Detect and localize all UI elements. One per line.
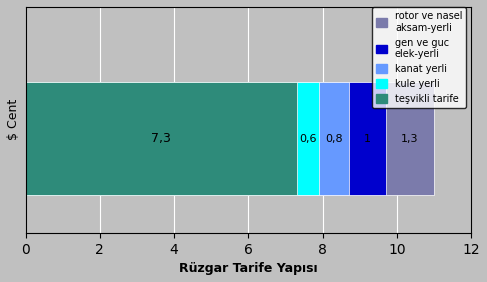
Text: 7,3: 7,3 bbox=[151, 132, 171, 145]
Text: 1,3: 1,3 bbox=[401, 134, 419, 144]
Bar bbox=[25, 82, 297, 195]
Text: 0,8: 0,8 bbox=[325, 134, 343, 144]
Text: 0,6: 0,6 bbox=[299, 134, 317, 144]
Bar bbox=[25, 82, 386, 195]
Text: 1: 1 bbox=[364, 134, 371, 144]
Bar bbox=[25, 82, 434, 195]
Y-axis label: $ Cent: $ Cent bbox=[7, 99, 20, 140]
X-axis label: Rüzgar Tarife Yapısı: Rüzgar Tarife Yapısı bbox=[179, 262, 318, 275]
Legend: rotor ve nasel
aksam-yerli, gen ve guc
elek-yerli, kanat yerli, kule yerli, teşv: rotor ve nasel aksam-yerli, gen ve guc e… bbox=[372, 7, 467, 108]
Bar bbox=[25, 82, 319, 195]
Bar bbox=[25, 82, 349, 195]
